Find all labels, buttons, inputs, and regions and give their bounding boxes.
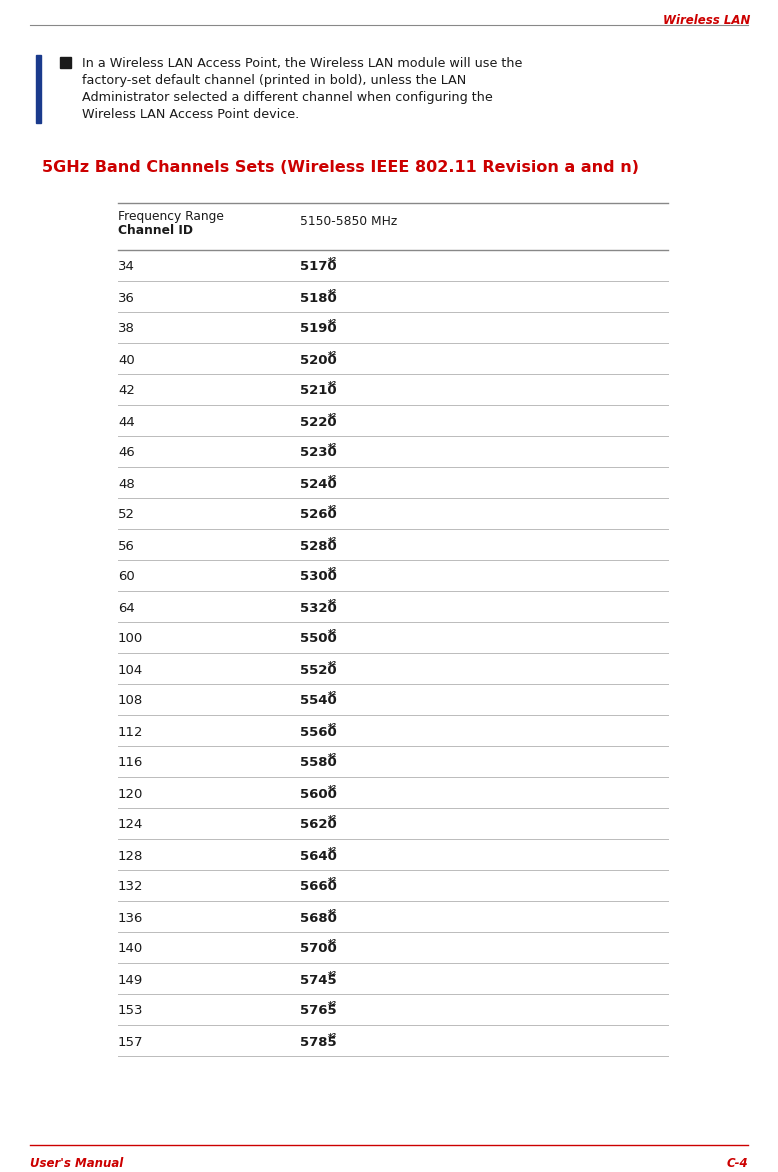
Text: *²: *²: [328, 537, 337, 546]
Bar: [60, 57, 71, 68]
Text: *²: *²: [328, 443, 337, 454]
Text: 5520: 5520: [300, 663, 337, 676]
Text: Channel ID: Channel ID: [118, 224, 193, 237]
Text: 5640: 5640: [300, 850, 337, 863]
Text: 157: 157: [118, 1036, 143, 1049]
Text: 5150-5850 MHz: 5150-5850 MHz: [300, 214, 398, 229]
Text: 5260: 5260: [300, 509, 337, 522]
Text: 120: 120: [118, 788, 143, 800]
Text: 116: 116: [118, 756, 143, 770]
Text: 5320: 5320: [300, 601, 337, 614]
Text: 5580: 5580: [300, 756, 337, 770]
Text: 5230: 5230: [300, 447, 337, 459]
Text: *²: *²: [328, 258, 337, 267]
Text: C-4: C-4: [727, 1157, 748, 1170]
Text: 40: 40: [118, 354, 135, 367]
Text: User's Manual: User's Manual: [30, 1157, 123, 1170]
Text: 5680: 5680: [300, 912, 337, 925]
Text: 5660: 5660: [300, 880, 337, 893]
Text: Wireless LAN: Wireless LAN: [663, 14, 750, 27]
Text: 5190: 5190: [300, 322, 337, 335]
Text: 42: 42: [118, 384, 135, 397]
Text: 44: 44: [118, 416, 135, 429]
Text: 60: 60: [118, 571, 135, 584]
Text: 5745: 5745: [300, 974, 337, 987]
Text: *²: *²: [328, 413, 337, 422]
Bar: [36, 55, 41, 123]
Text: *²: *²: [328, 940, 337, 949]
Text: 124: 124: [118, 818, 143, 831]
Text: *²: *²: [328, 350, 337, 361]
Text: 46: 46: [118, 447, 135, 459]
Text: Frequency Range: Frequency Range: [118, 210, 224, 223]
Text: 5170: 5170: [300, 260, 337, 273]
Text: 5GHz Band Channels Sets (Wireless IEEE 802.11 Revision a and n): 5GHz Band Channels Sets (Wireless IEEE 8…: [42, 161, 639, 175]
Text: 5240: 5240: [300, 477, 337, 491]
Text: 5280: 5280: [300, 539, 337, 552]
Text: 128: 128: [118, 850, 143, 863]
Text: *²: *²: [328, 970, 337, 981]
Text: *²: *²: [328, 691, 337, 702]
Text: *²: *²: [328, 599, 337, 608]
Text: 5620: 5620: [300, 818, 337, 831]
Text: *²: *²: [328, 908, 337, 919]
Text: *²: *²: [328, 816, 337, 825]
Text: *²: *²: [328, 567, 337, 578]
Text: In a Wireless LAN Access Point, the Wireless LAN module will use the: In a Wireless LAN Access Point, the Wire…: [82, 57, 522, 70]
Text: *²: *²: [328, 754, 337, 763]
Text: 34: 34: [118, 260, 135, 273]
Text: *²: *²: [328, 1033, 337, 1043]
Text: Wireless LAN Access Point device.: Wireless LAN Access Point device.: [82, 108, 300, 121]
Text: *²: *²: [328, 878, 337, 887]
Text: *²: *²: [328, 505, 337, 516]
Text: 5560: 5560: [300, 725, 337, 738]
Text: factory-set default channel (printed in bold), unless the LAN: factory-set default channel (printed in …: [82, 74, 466, 87]
Text: *²: *²: [328, 288, 337, 299]
Text: 5200: 5200: [300, 354, 337, 367]
Text: 5500: 5500: [300, 633, 337, 646]
Text: 38: 38: [118, 322, 135, 335]
Text: *²: *²: [328, 629, 337, 640]
Text: Administrator selected a different channel when configuring the: Administrator selected a different chann…: [82, 91, 492, 104]
Text: 36: 36: [118, 292, 135, 305]
Text: 5600: 5600: [300, 788, 337, 800]
Text: 149: 149: [118, 974, 143, 987]
Text: 140: 140: [118, 942, 143, 955]
Text: 5220: 5220: [300, 416, 337, 429]
Text: *²: *²: [328, 1002, 337, 1011]
Text: *²: *²: [328, 784, 337, 795]
Text: 52: 52: [118, 509, 135, 522]
Text: *²: *²: [328, 475, 337, 484]
Text: 5765: 5765: [300, 1004, 337, 1017]
Text: 5300: 5300: [300, 571, 337, 584]
Text: 5540: 5540: [300, 695, 337, 708]
Text: 104: 104: [118, 663, 143, 676]
Text: *²: *²: [328, 382, 337, 391]
Text: 136: 136: [118, 912, 143, 925]
Text: *²: *²: [328, 846, 337, 857]
Text: 5210: 5210: [300, 384, 337, 397]
Text: 64: 64: [118, 601, 135, 614]
Text: 108: 108: [118, 695, 143, 708]
Text: 48: 48: [118, 477, 135, 491]
Text: 112: 112: [118, 725, 143, 738]
Text: 56: 56: [118, 539, 135, 552]
Text: 5785: 5785: [300, 1036, 337, 1049]
Text: 100: 100: [118, 633, 143, 646]
Text: *²: *²: [328, 722, 337, 732]
Text: *²: *²: [328, 661, 337, 670]
Text: 132: 132: [118, 880, 143, 893]
Text: *²: *²: [328, 320, 337, 329]
Text: 5700: 5700: [300, 942, 337, 955]
Text: 153: 153: [118, 1004, 143, 1017]
Text: 5180: 5180: [300, 292, 337, 305]
